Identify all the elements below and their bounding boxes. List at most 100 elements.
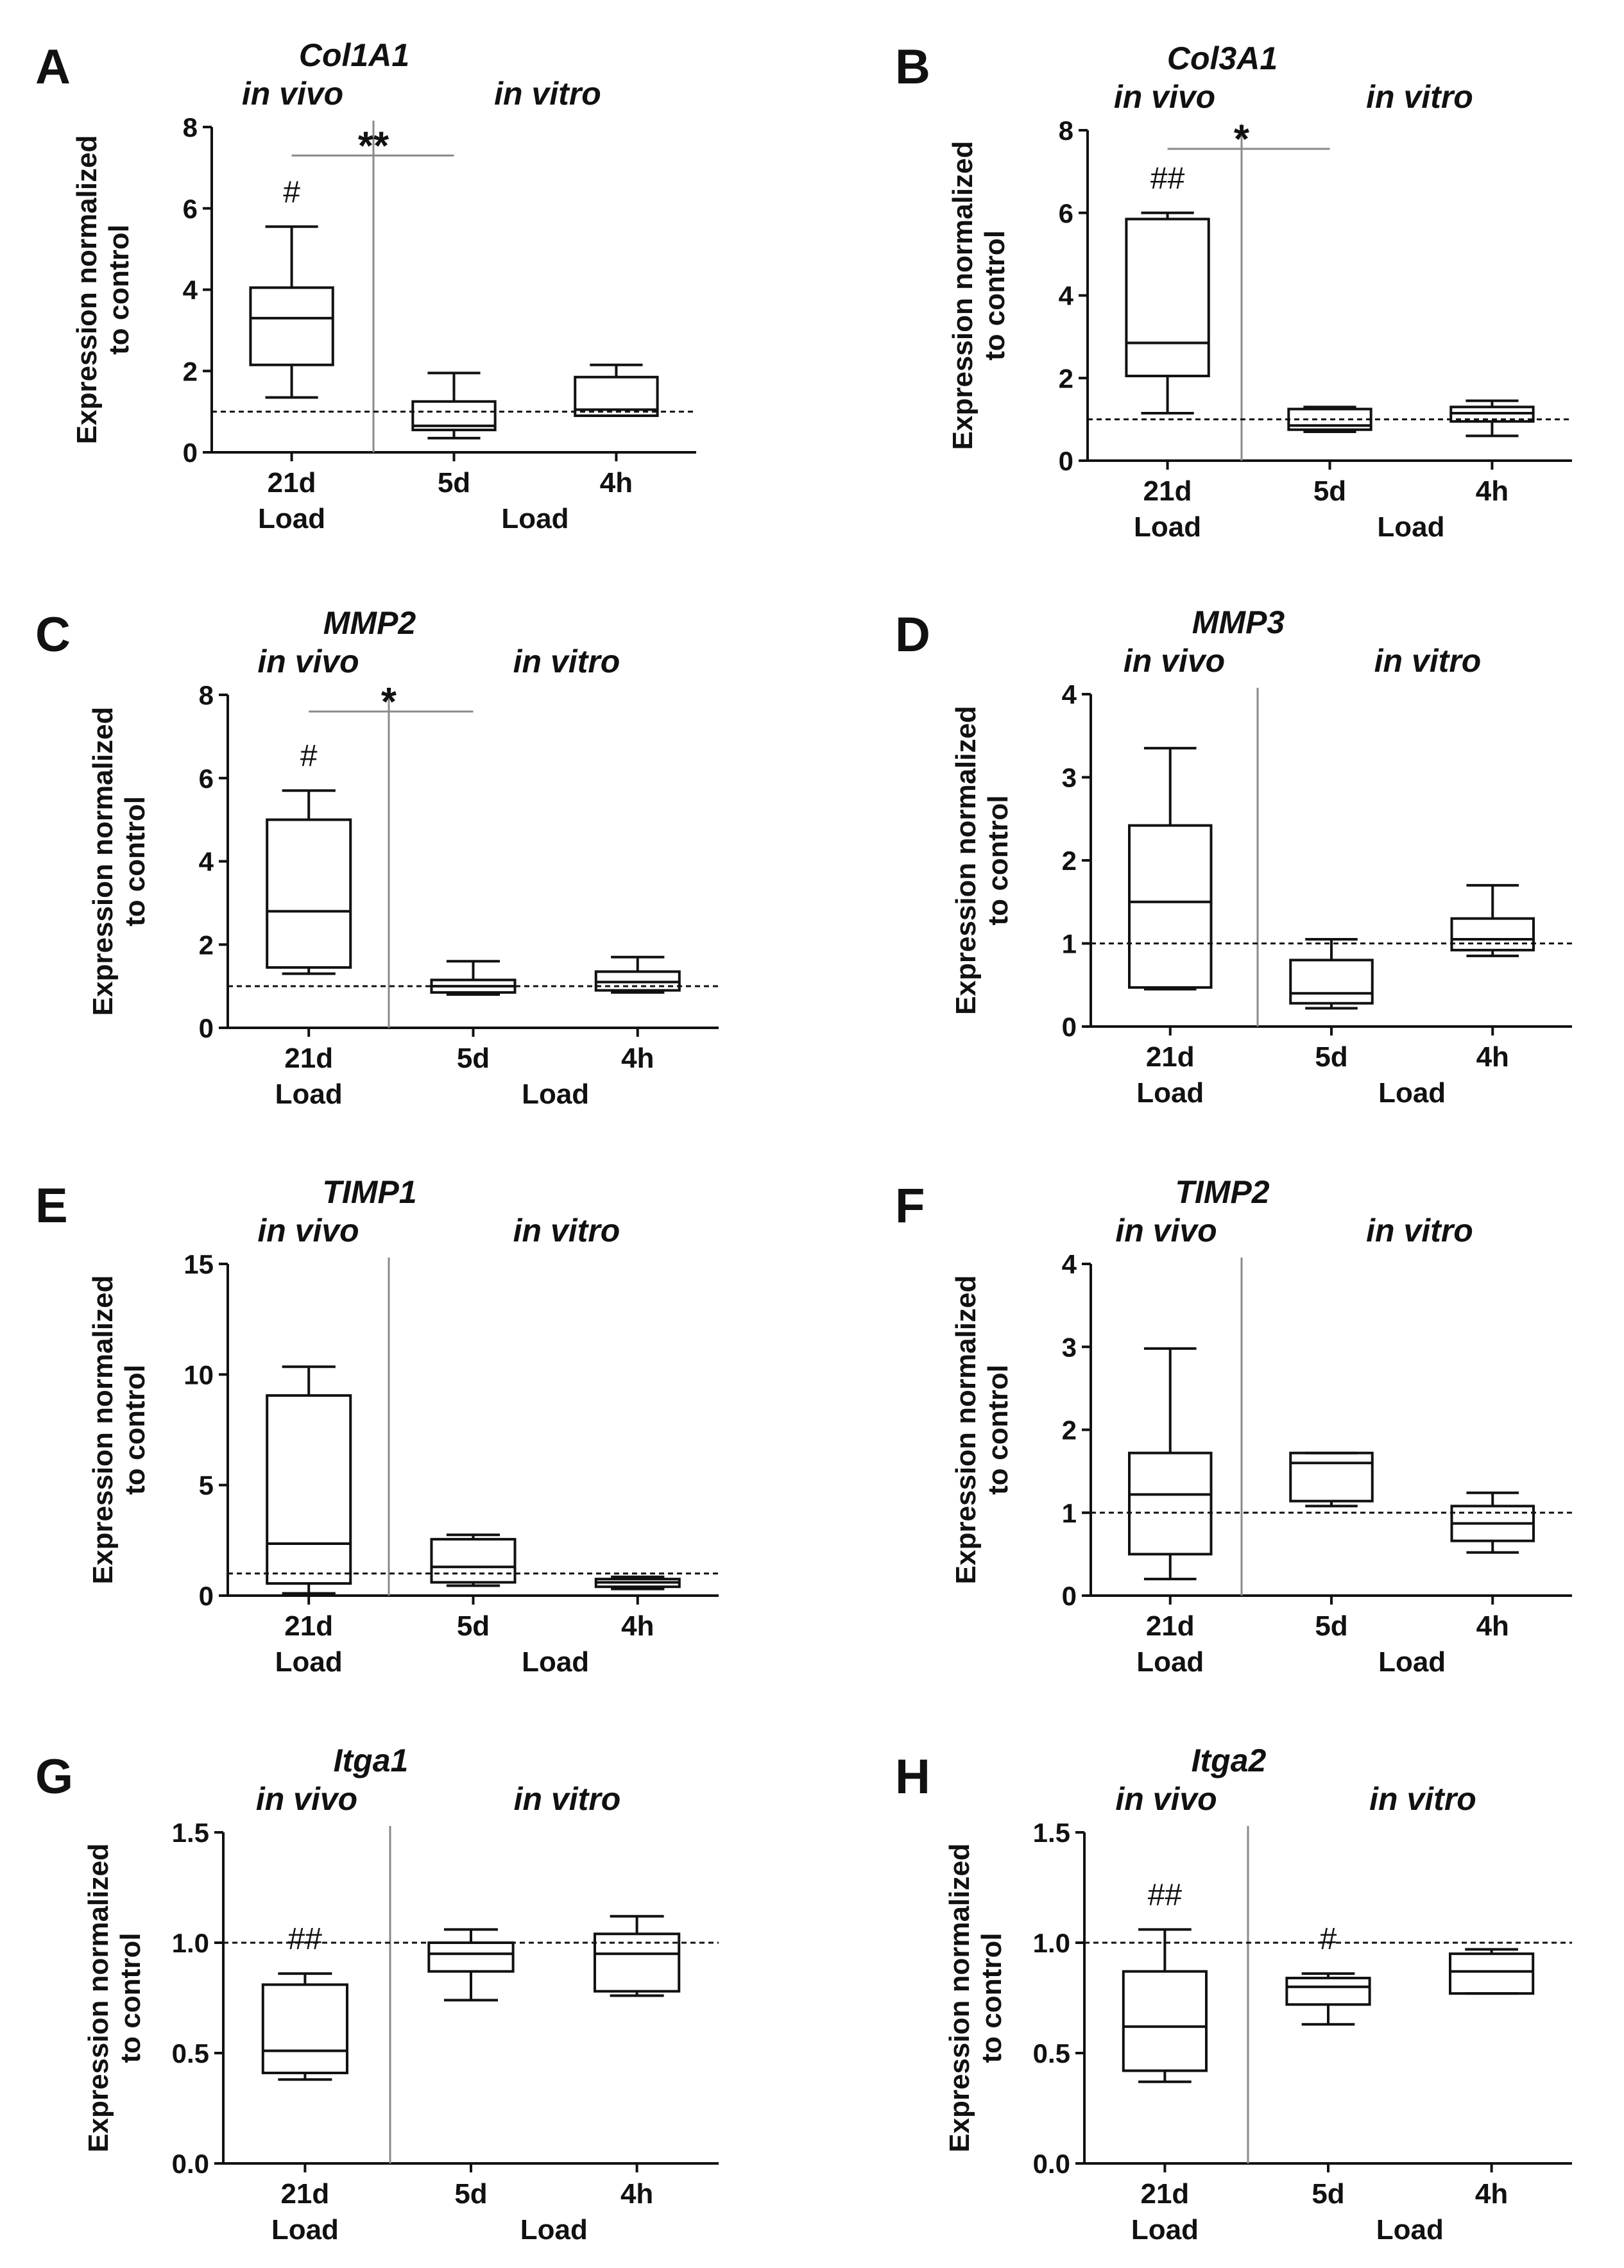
y-tick-label: 3	[1062, 763, 1077, 793]
y-tick-label: 4	[1059, 281, 1074, 311]
y-tick-label: 0	[1062, 1581, 1077, 1611]
group-label-in-vivo: Load	[275, 1646, 343, 1678]
box-21d	[1128, 1347, 1213, 1581]
box-4h	[1450, 1491, 1535, 1554]
y-axis-label-line-1: Expression normalized	[71, 135, 103, 445]
gene-title: Col1A1	[299, 37, 409, 73]
y-tick-label: 5	[199, 1471, 214, 1501]
region-label-in-vivo: in vivo	[242, 76, 343, 112]
iqr-box	[1449, 1952, 1535, 1995]
group-label-in-vitro: Load	[1376, 2214, 1444, 2246]
box-4h	[574, 363, 659, 417]
x-tick-label-5d: 5d	[1312, 2178, 1344, 2210]
region-label-in-vivo: in vivo	[1115, 1781, 1217, 1817]
iqr-box	[261, 1983, 349, 2074]
region-label-in-vivo: in vivo	[1114, 79, 1215, 115]
gene-title: MMP3	[1192, 604, 1285, 640]
y-axis-label: Expression normalized to control	[71, 135, 135, 445]
y-tick-label: 4	[199, 847, 214, 877]
region-label-in-vitro: in vitro	[1366, 1213, 1473, 1249]
y-axis-label-line-2: to control	[103, 225, 135, 355]
y-axis-label-line-2: to control	[982, 1365, 1014, 1495]
y-tick-label: 1	[1062, 929, 1077, 959]
box-4h	[594, 955, 681, 994]
x-tick-label-21d: 21d	[280, 2178, 329, 2210]
y-tick-label: 2	[1059, 363, 1073, 393]
y-tick-label: 0.5	[172, 2038, 209, 2068]
y-tick-label: 1	[1062, 1498, 1077, 1528]
iqr-box	[1128, 824, 1213, 989]
x-tick-label-4h: 4h	[621, 1610, 654, 1642]
group-label-in-vitro: Load	[501, 503, 568, 534]
iqr-box	[574, 375, 659, 417]
iqr-box	[594, 1932, 681, 1993]
y-axis-label-line-2: to control	[976, 1933, 1007, 2063]
box-21d	[1128, 747, 1213, 991]
iqr-box	[1285, 1977, 1371, 2006]
box-5d	[1289, 1451, 1374, 1508]
iqr-box	[1450, 917, 1535, 951]
y-axis-label: Expression normalized to control	[950, 706, 1014, 1015]
iqr-box	[1122, 1970, 1208, 2072]
x-tick-label-4h: 4h	[1476, 475, 1509, 507]
y-axis-label-line-1: Expression normalized	[87, 707, 119, 1016]
box-4h	[594, 1914, 681, 1997]
region-label-in-vitro: in vitro	[1366, 79, 1473, 115]
y-tick-label: 0.0	[172, 2149, 209, 2179]
y-axis-label-line-1: Expression normalized	[87, 1275, 119, 1585]
box-5d	[1287, 405, 1372, 433]
y-axis-label-line-2: to control	[115, 1933, 146, 2063]
y-axis-label: Expression normalized to control	[87, 707, 151, 1016]
group-label-in-vivo: Load	[271, 2214, 339, 2246]
region-label-in-vitro: in vitro	[513, 1213, 620, 1249]
significance-hash: #	[283, 175, 300, 209]
box-4h	[1449, 399, 1535, 438]
significance-stars: *	[381, 680, 397, 724]
box-5d	[430, 960, 517, 996]
x-tick-label-21d: 21d	[1146, 1041, 1195, 1073]
box-5d: #	[1285, 1922, 1371, 2026]
x-tick-label-21d: 21d	[268, 467, 316, 499]
y-tick-label: 0	[1059, 446, 1073, 476]
y-tick-label: 8	[1059, 115, 1073, 146]
iqr-box	[1289, 959, 1374, 1005]
x-tick-label-5d: 5d	[454, 2178, 487, 2210]
x-tick-label-21d: 21d	[1146, 1610, 1195, 1642]
panel-letter: D	[895, 608, 930, 662]
box-21d: ##	[1122, 1878, 1208, 2083]
y-tick-label: 4	[183, 275, 198, 305]
box-21d: #	[249, 175, 334, 399]
y-tick-label: 10	[184, 1360, 214, 1390]
group-label-in-vivo: Load	[1134, 511, 1201, 543]
gene-title: TIMP2	[1175, 1174, 1269, 1210]
y-axis-label-line-2: to control	[119, 796, 151, 926]
y-tick-label: 2	[1062, 1415, 1077, 1445]
x-tick-label-4h: 4h	[1476, 1041, 1509, 1073]
y-tick-label: 1.5	[1033, 1818, 1070, 1848]
y-tick-label: 6	[199, 763, 214, 794]
box-21d: ##	[1125, 162, 1210, 414]
y-axis-label: Expression normalized to control	[950, 1275, 1014, 1585]
y-axis-label-line-1: Expression normalized	[950, 706, 982, 1015]
box-21d	[266, 1365, 352, 1595]
x-tick-label-5d: 5d	[1313, 475, 1346, 507]
group-label-in-vivo: Load	[1136, 1077, 1204, 1109]
y-tick-label: 2	[1062, 846, 1077, 876]
group-label-in-vivo: Load	[258, 503, 325, 534]
y-tick-label: 0	[199, 1581, 214, 1611]
iqr-box	[266, 818, 352, 969]
x-tick-label-21d: 21d	[284, 1610, 333, 1642]
x-tick-label-4h: 4h	[1475, 2178, 1508, 2210]
region-label-in-vitro: in vitro	[514, 1781, 621, 1817]
panel-letter: B	[895, 40, 930, 94]
y-axis-label: Expression normalized to control	[87, 1275, 151, 1585]
region-label-in-vivo: in vivo	[1115, 1213, 1217, 1249]
region-label-in-vivo: in vivo	[257, 1213, 359, 1249]
y-axis-label-line-2: to control	[119, 1365, 151, 1495]
y-tick-label: 8	[183, 112, 198, 142]
